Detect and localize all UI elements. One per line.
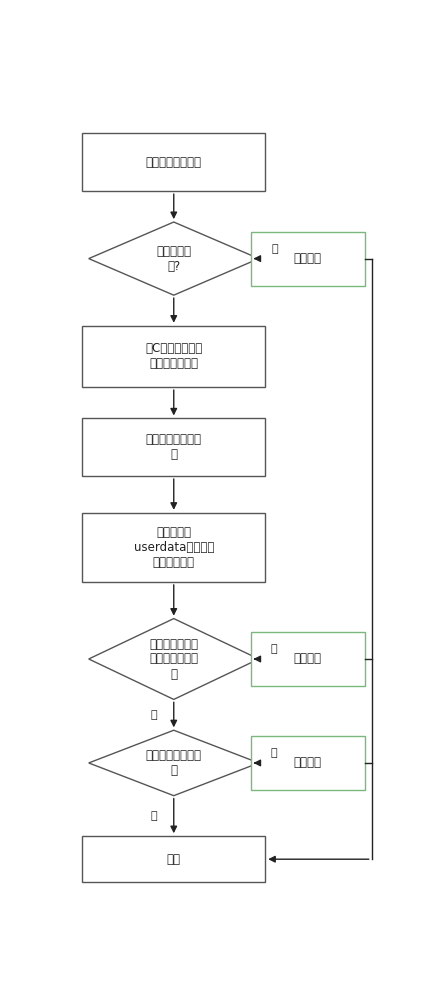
Text: 加载编译配置文件: 加载编译配置文件 [146, 156, 202, 169]
Text: 上报告警: 上报告警 [294, 652, 322, 666]
Text: 执行脚本解析字符
串: 执行脚本解析字符 串 [146, 433, 202, 461]
Bar [82, 133, 265, 191]
Text: 获取脚本的
userdata数据，传
入指定结构体: 获取脚本的 userdata数据，传 入指定结构体 [134, 526, 214, 569]
Polygon shape [89, 730, 259, 796]
Bar [251, 232, 365, 286]
Text: 上报告警: 上报告警 [294, 252, 322, 265]
Bar [82, 326, 265, 387]
Text: 编译是否成
功?: 编译是否成 功? [156, 245, 191, 273]
Bar [82, 513, 265, 582]
Text: 对结构体解析是
否包含多个关键
字: 对结构体解析是 否包含多个关键 字 [149, 638, 198, 680]
Text: 上报告警: 上报告警 [294, 756, 322, 769]
Polygon shape [89, 222, 259, 295]
Polygon shape [89, 619, 259, 699]
Text: 将C中定义的结构
体注册到脚本中: 将C中定义的结构 体注册到脚本中 [145, 342, 203, 370]
Text: 是: 是 [270, 748, 277, 758]
Text: 否: 否 [272, 244, 279, 254]
Bar [251, 632, 365, 686]
Text: 否: 否 [151, 710, 157, 720]
Bar [251, 736, 365, 790]
Text: 是: 是 [270, 644, 277, 654]
Bar [82, 836, 265, 882]
Text: 结束: 结束 [167, 853, 181, 866]
Bar [82, 418, 265, 476]
Text: 否: 否 [151, 811, 157, 821]
Text: 解析是否有重复数
据: 解析是否有重复数 据 [146, 749, 202, 777]
